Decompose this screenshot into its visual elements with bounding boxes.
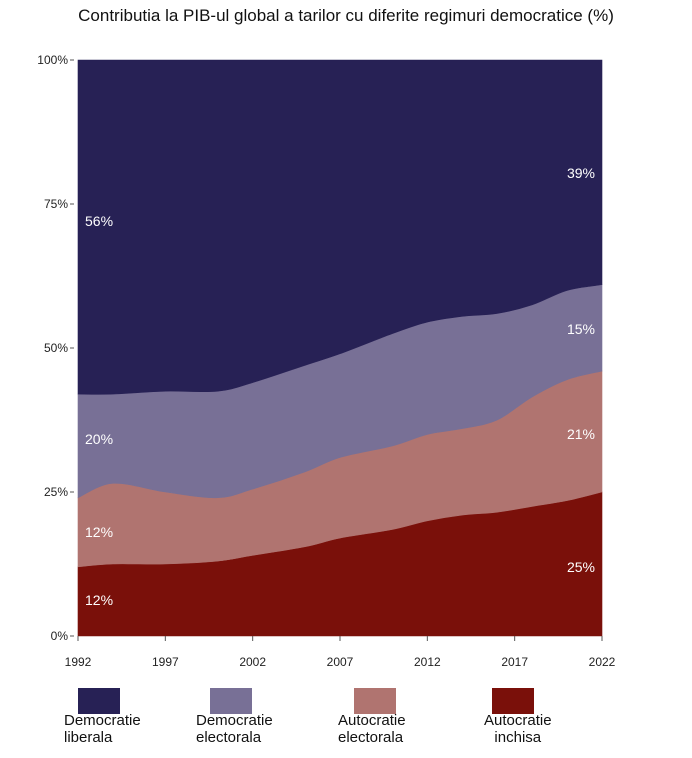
x-tick-label: 2002: [239, 655, 266, 669]
data-labels: 12% 25% 12% 21% 20% 15% 56% 39%: [85, 165, 595, 608]
legend-item-autocratie-inchisa: Autocratie inchisa: [484, 688, 552, 746]
y-tick-label: 75%: [44, 197, 68, 211]
x-tick-label: 1997: [152, 655, 179, 669]
data-label-end-autocratie-inchisa: 25%: [567, 559, 595, 575]
x-tick-label: 2007: [327, 655, 354, 669]
legend-item-autocratie-electorala: Autocratie electorala: [338, 688, 406, 746]
x-tick-label: 2012: [414, 655, 441, 669]
x-axis: 1992 1997 2002 2007 2012 2017 2022: [65, 636, 616, 669]
y-tick-label: 50%: [44, 341, 68, 355]
data-label-end-autocratie-electorala: 21%: [567, 426, 595, 442]
data-label-end-democratie-electorala: 15%: [567, 321, 595, 337]
x-tick-label: 1992: [65, 655, 92, 669]
legend-swatch-autocratie-inchisa: [492, 688, 534, 714]
legend: Democratie liberala Democratie electoral…: [0, 688, 692, 758]
data-label-start-democratie-liberala: 56%: [85, 213, 113, 229]
area-layer: [77, 59, 603, 637]
legend-label-autocratie-inchisa: Autocratie inchisa: [484, 712, 552, 746]
y-tick-label: 100%: [37, 53, 68, 67]
legend-label-democratie-liberala: Democratie liberala: [64, 712, 141, 746]
data-label-end-democratie-liberala: 39%: [567, 165, 595, 181]
chart-title: Contributia la PIB-ul global a tarilor c…: [78, 6, 614, 25]
legend-item-democratie-electorala: Democratie electorala: [196, 688, 273, 746]
stacked-area-chart: 0% 25% 50% 75% 100% 1992 1997 2002 2007 2012 2017…: [37, 53, 616, 669]
legend-swatch-democratie-electorala: [210, 688, 252, 714]
data-label-start-democratie-electorala: 20%: [85, 431, 113, 447]
y-tick-label: 25%: [44, 485, 68, 499]
data-label-start-autocratie-electorala: 12%: [85, 524, 113, 540]
y-axis: 0% 25% 50% 75% 100%: [37, 53, 74, 643]
y-tick-label: 0%: [51, 629, 69, 643]
legend-swatch-autocratie-electorala: [354, 688, 396, 714]
legend-label-autocratie-electorala: Autocratie electorala: [338, 712, 406, 746]
legend-label-democratie-electorala: Democratie electorala: [196, 712, 273, 746]
legend-item-democratie-liberala: Democratie liberala: [64, 688, 141, 746]
x-tick-label: 2022: [589, 655, 616, 669]
area-democratie-liberala: [77, 59, 603, 395]
x-tick-label: 2017: [501, 655, 528, 669]
legend-swatch-democratie-liberala: [78, 688, 120, 714]
data-label-start-autocratie-inchisa: 12%: [85, 592, 113, 608]
